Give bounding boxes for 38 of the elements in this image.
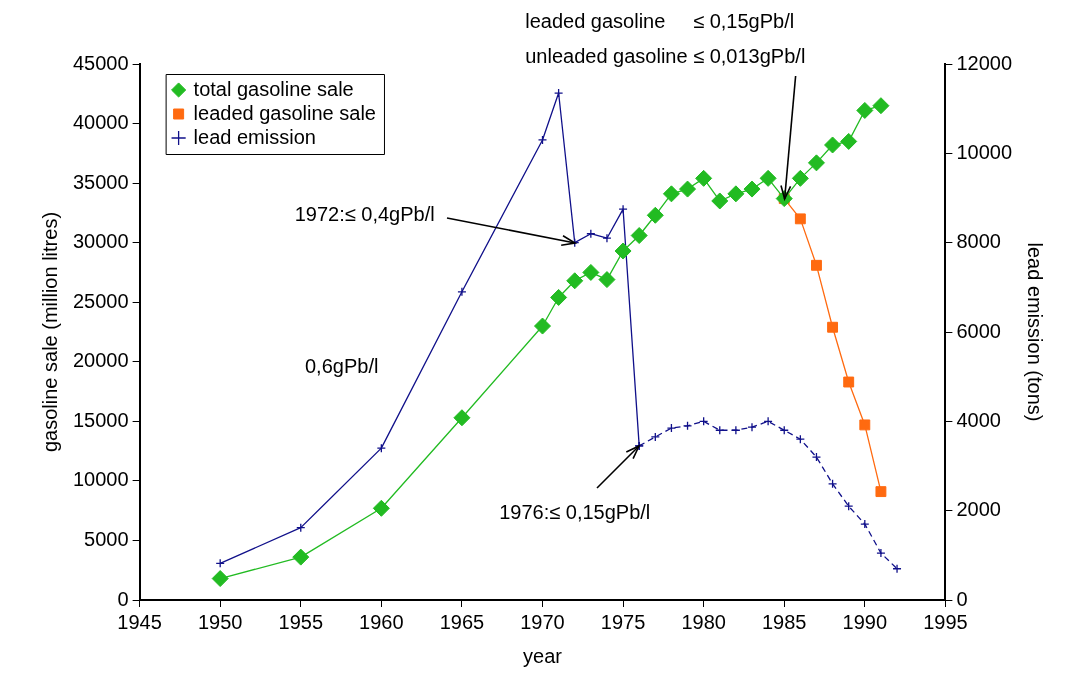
y-tick-label: 15000 [72, 408, 129, 431]
y-axis-title: gasoline sale (million litres) [38, 211, 61, 453]
annotation: 0,6gPb/l [305, 354, 379, 377]
legend-label: leaded gasoline sale [193, 101, 376, 124]
x-tick-label: 1995 [923, 610, 968, 633]
y2-tick-label: 2000 [956, 498, 1001, 521]
y-tick-label: 0 [117, 587, 129, 610]
y2-tick-label: 12000 [956, 51, 1013, 74]
y-tick-label: 10000 [72, 468, 129, 491]
annotation: 1976:≤ 0,15gPb/l [499, 500, 651, 523]
x-axis-title: year [523, 644, 563, 667]
x-tick-label: 1970 [520, 610, 565, 633]
y2-tick-label: 6000 [956, 319, 1001, 342]
y-tick-label: 30000 [72, 230, 129, 253]
y2-tick-label: 0 [956, 587, 968, 610]
y2-tick-label: 10000 [956, 140, 1013, 163]
y-tick-label: 45000 [72, 51, 129, 74]
legend-label: total gasoline sale [193, 77, 354, 100]
y2-tick-label: 4000 [956, 408, 1001, 431]
x-tick-label: 1980 [681, 610, 726, 633]
x-tick-label: 1945 [117, 610, 162, 633]
y-tick-label: 20000 [72, 349, 129, 372]
legend-label: lead emission [193, 125, 316, 148]
y-tick-label: 35000 [72, 170, 129, 193]
x-tick-label: 1975 [600, 610, 646, 633]
x-tick-label: 1965 [439, 610, 485, 633]
y-tick-label: 25000 [72, 289, 129, 312]
annotation: 1972:≤ 0,4gPb/l [294, 203, 435, 226]
x-tick-label: 1985 [761, 610, 807, 633]
x-tick-label: 1950 [197, 610, 243, 633]
y-tick-label: 40000 [72, 111, 129, 134]
y2-tick-label: 8000 [956, 230, 1001, 253]
x-tick-label: 1990 [842, 610, 888, 633]
annotation: leaded gasoline ≤ 0,15gPb/l unleaded gasoline ≤ 0,013gPb/l [525, 10, 806, 68]
y-tick-label: 5000 [84, 527, 129, 550]
x-tick-label: 1960 [359, 610, 404, 633]
y2-axis-title: lead emission (tons) [1024, 242, 1047, 422]
x-tick-label: 1955 [278, 610, 324, 633]
